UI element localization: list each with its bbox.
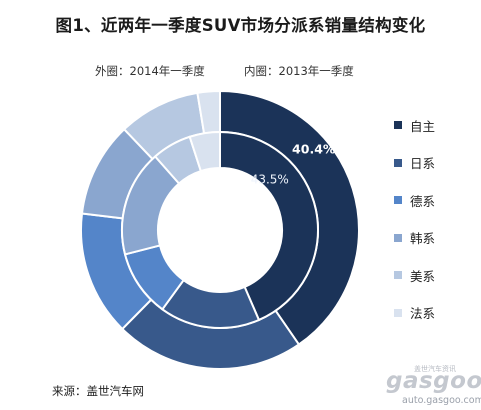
legend-label: 自主 (410, 118, 436, 134)
legend-item: 德系 (394, 193, 436, 209)
legend-swatch (394, 121, 402, 129)
legend-swatch (394, 196, 402, 204)
legend-item: 法系 (394, 306, 436, 321)
data-label-2: 43.5% (251, 173, 289, 187)
legend-label: 法系 (410, 306, 436, 321)
legend-label: 美系 (410, 268, 436, 284)
legend-label: 日系 (410, 156, 436, 171)
legend-label: 韩系 (410, 231, 436, 246)
outer-ring-caption: 外圈：2014年一季度 (95, 64, 205, 78)
source-note: 来源：盖世汽车网 (52, 384, 144, 398)
inner-ring-caption: 内圈：2013年一季度 (244, 64, 354, 78)
chart-legend: 自主 日系 德系 韩系 美系 法系 (394, 118, 435, 343)
data-label-1: 40.4% (292, 141, 336, 156)
legend-item: 韩系 (394, 231, 436, 246)
legend-swatch (394, 308, 402, 317)
watermark-logo: gasgoo (386, 368, 481, 394)
watermark-url: auto.gasgoo.com (402, 395, 481, 406)
legend-item: 日系 (394, 156, 436, 171)
legend-item: 美系 (394, 268, 436, 284)
legend-label: 德系 (410, 193, 436, 209)
legend-swatch (394, 233, 402, 242)
inner-slice-6 (188, 130, 221, 173)
legend-swatch (394, 271, 402, 279)
watermark-tagline: 盖世汽车资讯 (414, 365, 456, 373)
legend-item: 自主 (394, 118, 436, 134)
inner-slice-1 (219, 130, 319, 322)
chart-title: 图1、近两年一季度SUV市场分派系销量结构变化 (55, 16, 426, 35)
legend-swatch (394, 158, 402, 167)
